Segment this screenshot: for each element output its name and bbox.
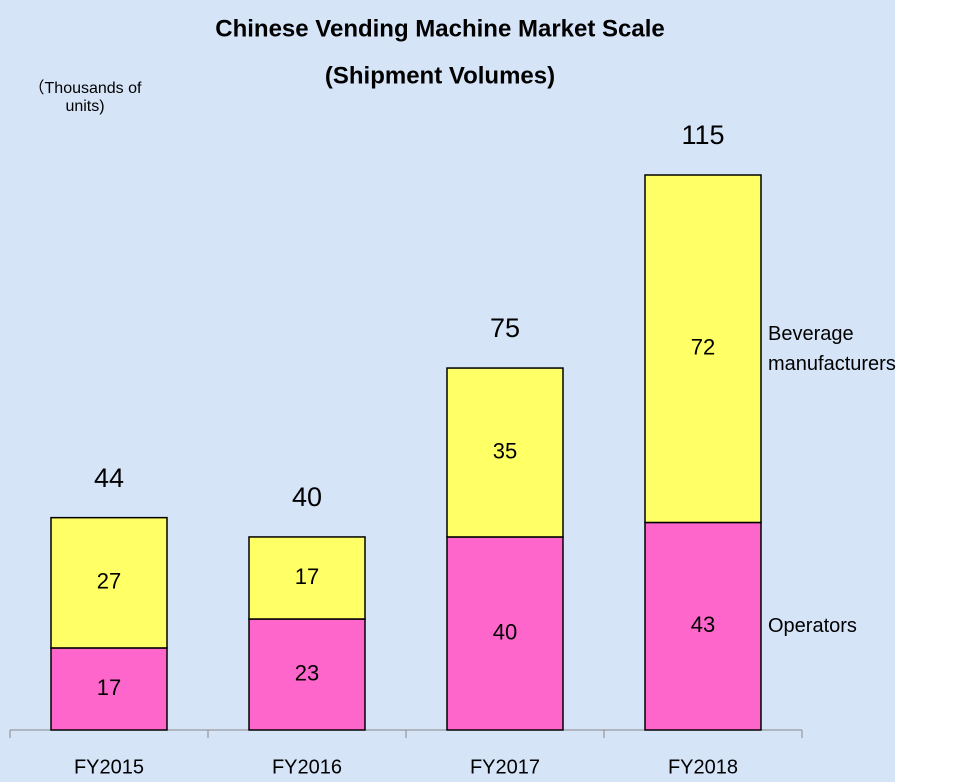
segment-label: 27 bbox=[97, 569, 121, 594]
segment-label: 43 bbox=[691, 612, 715, 637]
segment-label: 17 bbox=[295, 564, 319, 589]
bar-segment bbox=[248, 618, 366, 731]
legend-label: Operators bbox=[768, 615, 857, 638]
unit-label: （Thousands of units) bbox=[28, 80, 142, 115]
x-tick-label: FY2018 bbox=[668, 756, 738, 778]
total-label: 75 bbox=[490, 313, 520, 343]
x-tick-label: FY2017 bbox=[470, 756, 540, 778]
segment-label: 40 bbox=[493, 619, 517, 644]
segment-label: 72 bbox=[691, 335, 715, 360]
total-label: 40 bbox=[292, 482, 322, 512]
chart-subtitle: (Shipment Volumes) bbox=[325, 62, 555, 89]
x-tick-label: FY2016 bbox=[272, 756, 342, 778]
segment-label: 17 bbox=[97, 675, 121, 700]
legend-label: Beverage manufacturers bbox=[768, 322, 896, 375]
x-tick-label: FY2015 bbox=[74, 756, 144, 778]
bar-segment bbox=[644, 174, 762, 524]
bar-segment bbox=[50, 647, 168, 731]
bar-segment bbox=[50, 516, 168, 649]
bar-segment bbox=[248, 536, 366, 620]
bar-segment bbox=[446, 536, 564, 731]
segment-label: 35 bbox=[493, 438, 517, 463]
total-label: 44 bbox=[94, 463, 124, 493]
total-label: 115 bbox=[681, 120, 724, 150]
segment-label: 23 bbox=[295, 660, 319, 685]
bar-segment bbox=[446, 367, 564, 538]
chart-title: Chinese Vending Machine Market Scale bbox=[215, 15, 664, 42]
